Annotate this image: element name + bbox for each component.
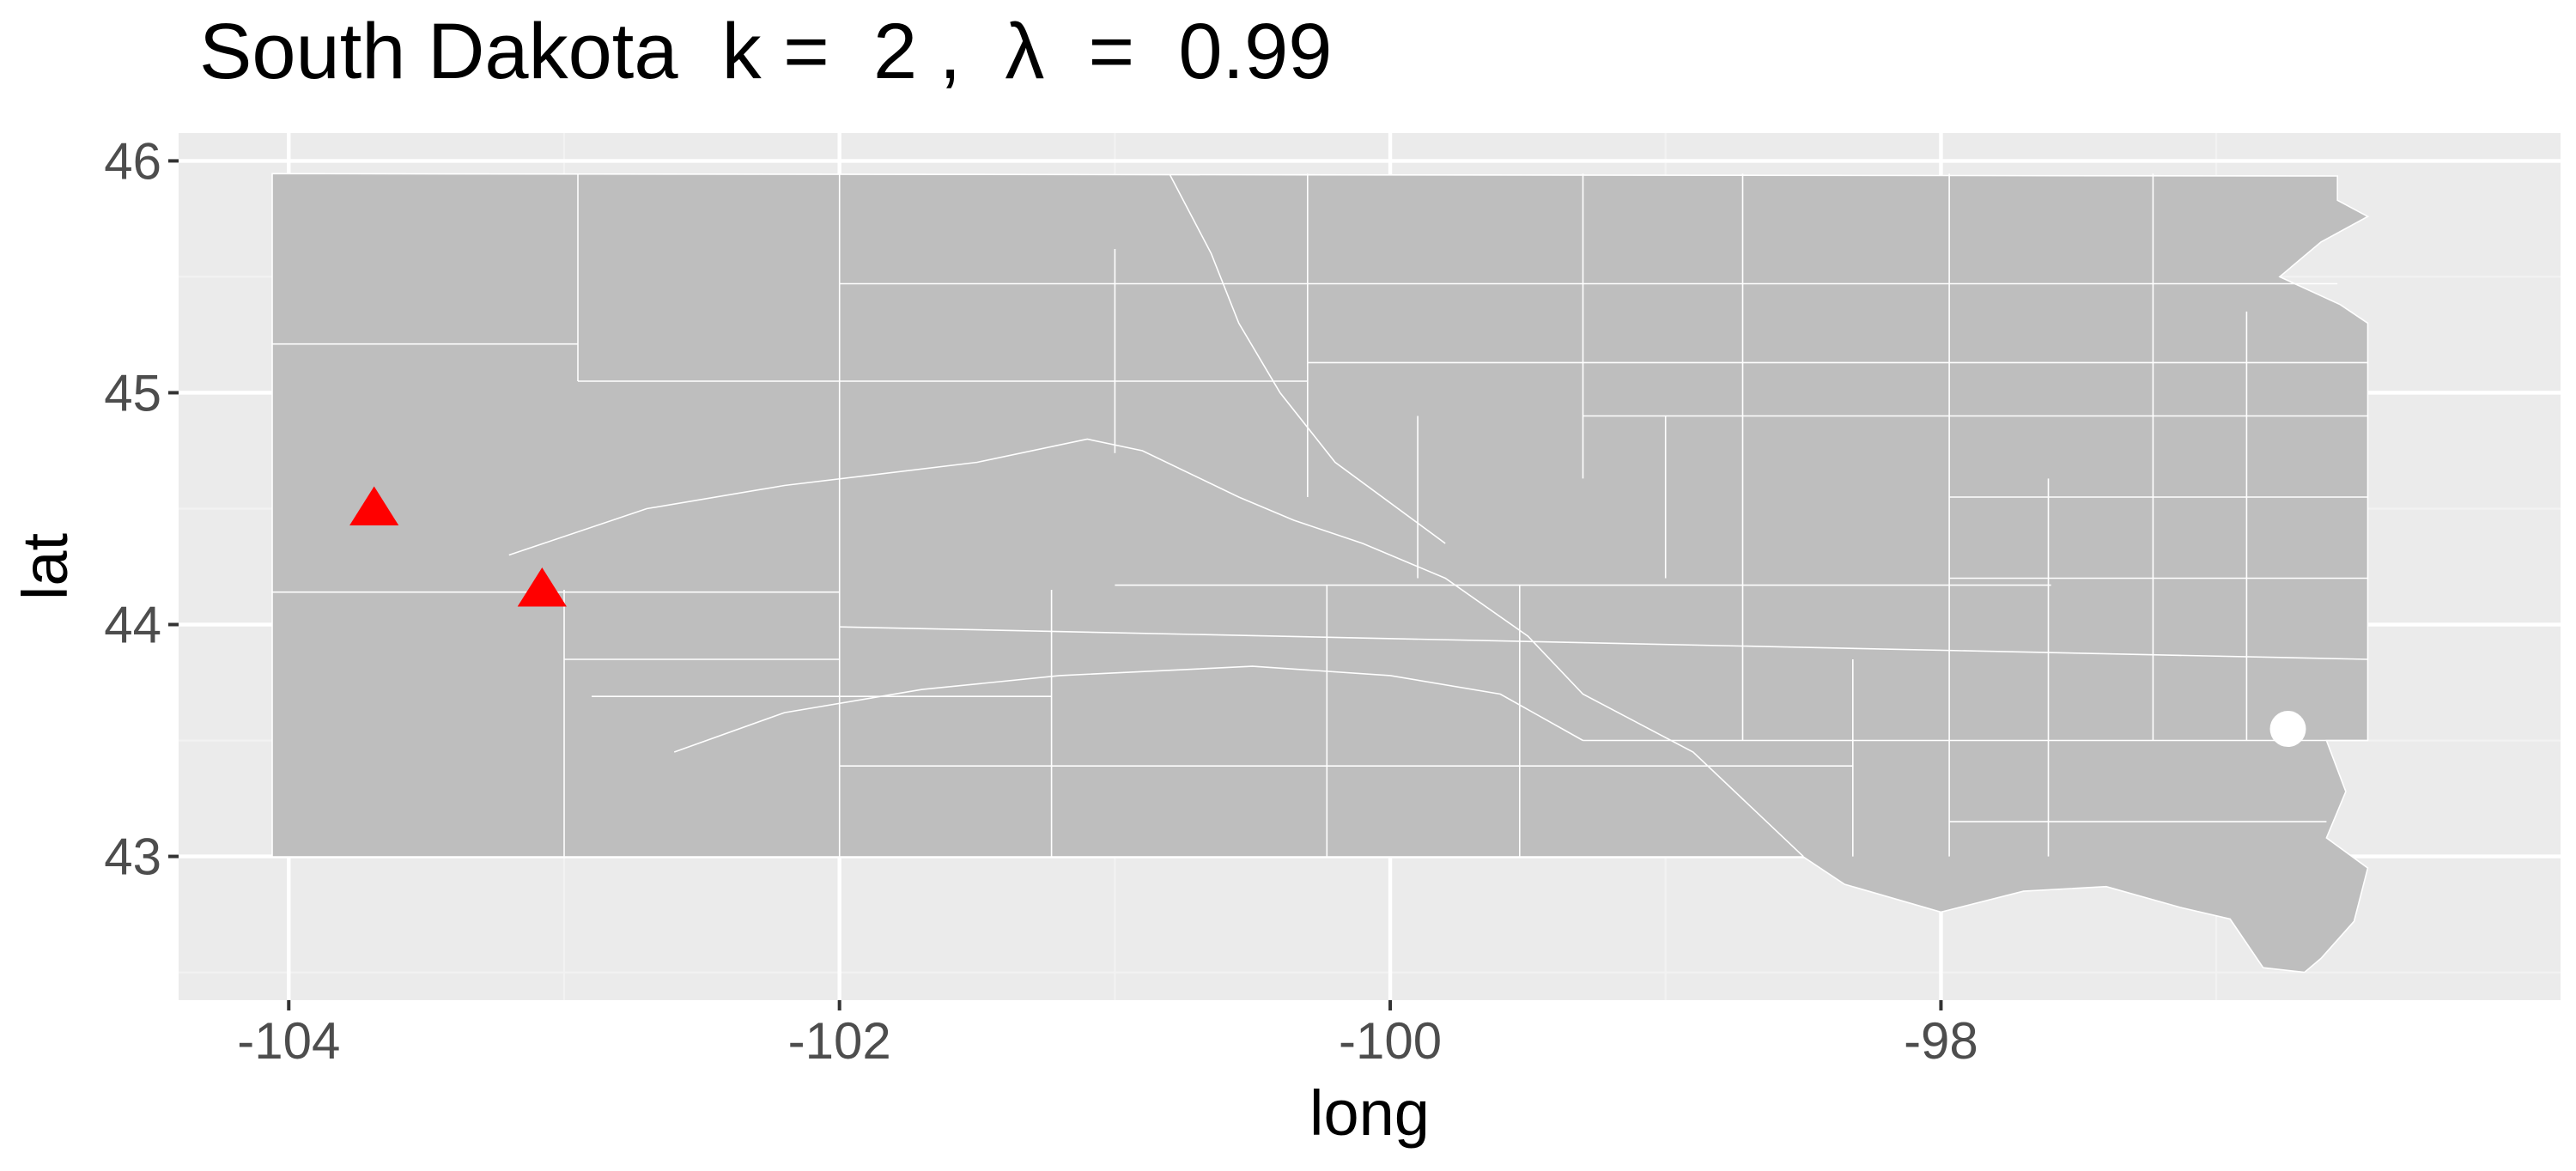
y-tick-label: 46 [104, 132, 161, 190]
y-axis-label: lat [9, 532, 81, 600]
y-tick-label: 44 [104, 597, 161, 654]
y-tick-label: 45 [104, 364, 161, 422]
x-tick-label: -98 [1904, 1012, 1978, 1070]
plot-title: South Dakota k = 2 , λ = 0.99 [199, 8, 1333, 95]
south-dakota-map-shape [271, 173, 2370, 974]
x-axis-label: long [1309, 1077, 1430, 1149]
point-markers [349, 486, 2306, 748]
x-tick-label: -102 [788, 1012, 891, 1070]
county-boundary [839, 626, 2368, 660]
x-tick-label: -104 [237, 1012, 340, 1070]
x-tick-label: -100 [1339, 1012, 1442, 1070]
county-boundary [1169, 174, 1446, 544]
y-tick-label: 43 [104, 828, 161, 886]
circle-marker [2269, 711, 2306, 748]
county-boundary [673, 665, 1583, 753]
triangle-marker-2 [517, 567, 567, 607]
axes: -104 -102 -100 -98 43 44 45 46 [104, 132, 1978, 1070]
county-boundaries [272, 173, 2368, 858]
triangle-marker-1 [349, 486, 399, 525]
county-boundary [508, 438, 1804, 858]
